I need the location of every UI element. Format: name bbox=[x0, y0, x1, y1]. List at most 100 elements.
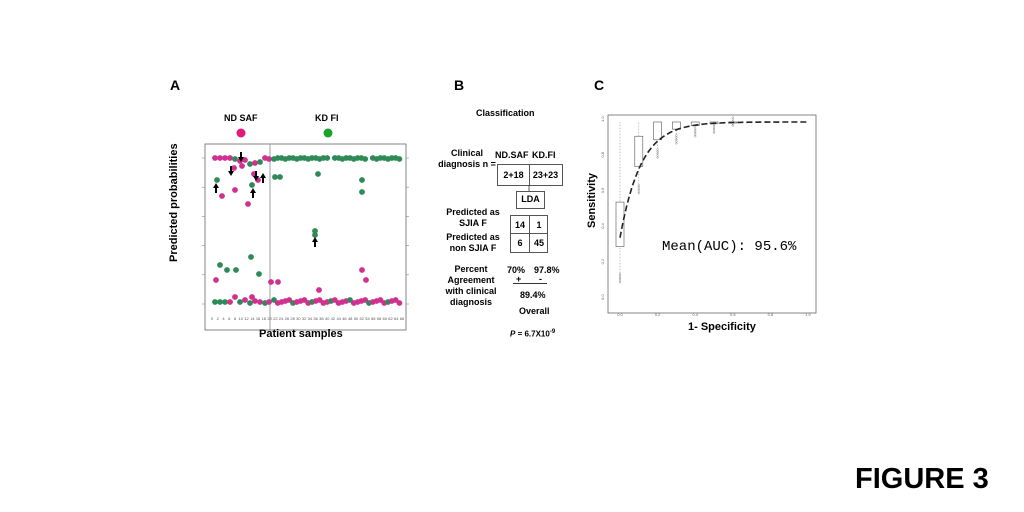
panel-a-ylabel: Predicted probabilities bbox=[168, 143, 180, 262]
panel-c-label: C bbox=[594, 77, 605, 93]
legend-nd-saf-label: ND SAF bbox=[224, 113, 258, 123]
row-pred-non-label: Predicted as non SJIA F bbox=[446, 232, 500, 253]
a-xtick-label: 56 bbox=[371, 316, 376, 321]
a-xtick-label: 2 bbox=[217, 316, 220, 321]
roc-box bbox=[615, 201, 625, 247]
probability-point bbox=[248, 254, 254, 260]
probability-point bbox=[224, 267, 230, 273]
agreement-rule bbox=[513, 283, 547, 284]
probability-point bbox=[252, 160, 258, 166]
sign-kd-fi: - bbox=[539, 274, 542, 284]
probability-point bbox=[227, 299, 233, 305]
lda-box bbox=[516, 191, 545, 209]
probability-point bbox=[222, 299, 228, 305]
probability-point bbox=[396, 156, 403, 162]
probability-point bbox=[247, 161, 253, 167]
probability-point bbox=[219, 193, 225, 199]
c-xticks: 0.0 0.2 0.4 0.6 0.8 1.0 bbox=[617, 312, 811, 317]
probability-point bbox=[272, 174, 278, 180]
probability-point bbox=[359, 177, 365, 183]
plot-a-frame bbox=[204, 143, 407, 331]
a-xtick-label: 44 bbox=[336, 316, 341, 321]
a-xtick-label: 42 bbox=[331, 316, 336, 321]
a-xtick-label: 52 bbox=[359, 316, 364, 321]
probability-point bbox=[249, 182, 255, 188]
n-box bbox=[497, 164, 563, 186]
n-kd-fi: 23+23 bbox=[532, 170, 559, 180]
a-yticks-right bbox=[406, 157, 409, 305]
a-xtick-label: 54 bbox=[365, 316, 370, 321]
pct-nd-saf: 70% bbox=[507, 265, 526, 275]
probability-point bbox=[277, 174, 283, 180]
c-ytick-label: 0.6 bbox=[600, 187, 605, 193]
a-xtick-label: 10 bbox=[239, 316, 244, 321]
roc-outlier bbox=[656, 148, 659, 151]
clinical-diagnosis-label: Clinical diagnosis n = bbox=[438, 148, 496, 169]
a-xtick-label: 34 bbox=[308, 316, 313, 321]
a-xtick-label: 26 bbox=[285, 316, 290, 321]
arrow-icon bbox=[238, 152, 244, 162]
a-xtick-label: 48 bbox=[348, 316, 353, 321]
probability-point bbox=[242, 297, 248, 303]
probability-point bbox=[266, 156, 272, 162]
arrow-icon bbox=[213, 183, 219, 193]
roc-outlier bbox=[731, 124, 734, 127]
a-xtick-label: 12 bbox=[244, 316, 249, 321]
arrow-icon bbox=[253, 171, 259, 181]
probability-point bbox=[315, 171, 321, 177]
probability-point bbox=[232, 294, 238, 300]
mean-auc-text: Mean(AUC): 95.6% bbox=[662, 239, 797, 255]
roc-box bbox=[653, 121, 662, 141]
panel-b-label: B bbox=[454, 77, 465, 93]
col-kd-fi-header: KD.FI bbox=[532, 150, 556, 160]
arrow-icon bbox=[260, 173, 266, 183]
probability-point bbox=[363, 277, 369, 283]
a-xtick-label: 64 bbox=[394, 316, 399, 321]
probability-point bbox=[257, 299, 263, 305]
c-ytick-label: 0.8 bbox=[600, 151, 605, 157]
probability-point bbox=[232, 187, 238, 193]
probability-point bbox=[266, 299, 272, 305]
a-xtick-label: 28 bbox=[290, 316, 295, 321]
cm-tn: 45 bbox=[533, 238, 544, 248]
probability-point bbox=[396, 300, 403, 306]
probability-point bbox=[256, 271, 262, 277]
roc-outlier bbox=[731, 118, 734, 121]
panel-c-ylabel: Sensitivity bbox=[586, 172, 598, 228]
c-yticks: 0.0 0.2 0.4 0.6 0.8 1.0 bbox=[600, 116, 605, 300]
percent-agreement-label: Percent Agreement with clinical diagnosi… bbox=[445, 264, 497, 307]
arrow-icon bbox=[312, 237, 318, 247]
roc-outlier bbox=[637, 184, 640, 187]
a-xtick-label: 16 bbox=[256, 316, 261, 321]
a-xtick-label: 0 bbox=[211, 316, 214, 321]
probability-point bbox=[212, 155, 218, 161]
roc-outlier bbox=[675, 134, 678, 137]
a-xtick-label: 38 bbox=[319, 316, 324, 321]
p-value: P = 6.7X10-9 bbox=[510, 329, 556, 339]
cm-tp: 14 bbox=[514, 220, 525, 230]
probability-point bbox=[252, 298, 258, 304]
plot-c-frame bbox=[607, 114, 817, 314]
probability-point bbox=[233, 267, 239, 273]
probability-point bbox=[268, 279, 274, 285]
a-xtick-label: 30 bbox=[296, 316, 301, 321]
a-xtick-label: 36 bbox=[313, 316, 318, 321]
a-xtick-label: 40 bbox=[325, 316, 330, 321]
c-xtick-label: 0.0 bbox=[617, 312, 623, 317]
roc-outlier bbox=[618, 279, 622, 282]
probability-point bbox=[249, 294, 255, 300]
roc-outlier bbox=[675, 136, 678, 139]
a-points bbox=[212, 155, 403, 306]
a-xtick-label: 62 bbox=[388, 316, 393, 321]
probability-point bbox=[275, 279, 281, 285]
probability-point bbox=[362, 156, 369, 162]
n-nd-saf: 2+18 bbox=[503, 170, 524, 180]
roc-outlier bbox=[731, 116, 734, 119]
c-xtick-label: 0.2 bbox=[655, 312, 661, 317]
a-xtick-label: 46 bbox=[342, 316, 347, 321]
probability-point bbox=[222, 155, 228, 161]
a-xtick-label: 6 bbox=[228, 316, 231, 321]
c-xtick-label: 0.8 bbox=[768, 312, 774, 317]
c-ytick-label: 0.4 bbox=[600, 222, 605, 228]
c-ytick-label: 0.0 bbox=[600, 294, 605, 300]
